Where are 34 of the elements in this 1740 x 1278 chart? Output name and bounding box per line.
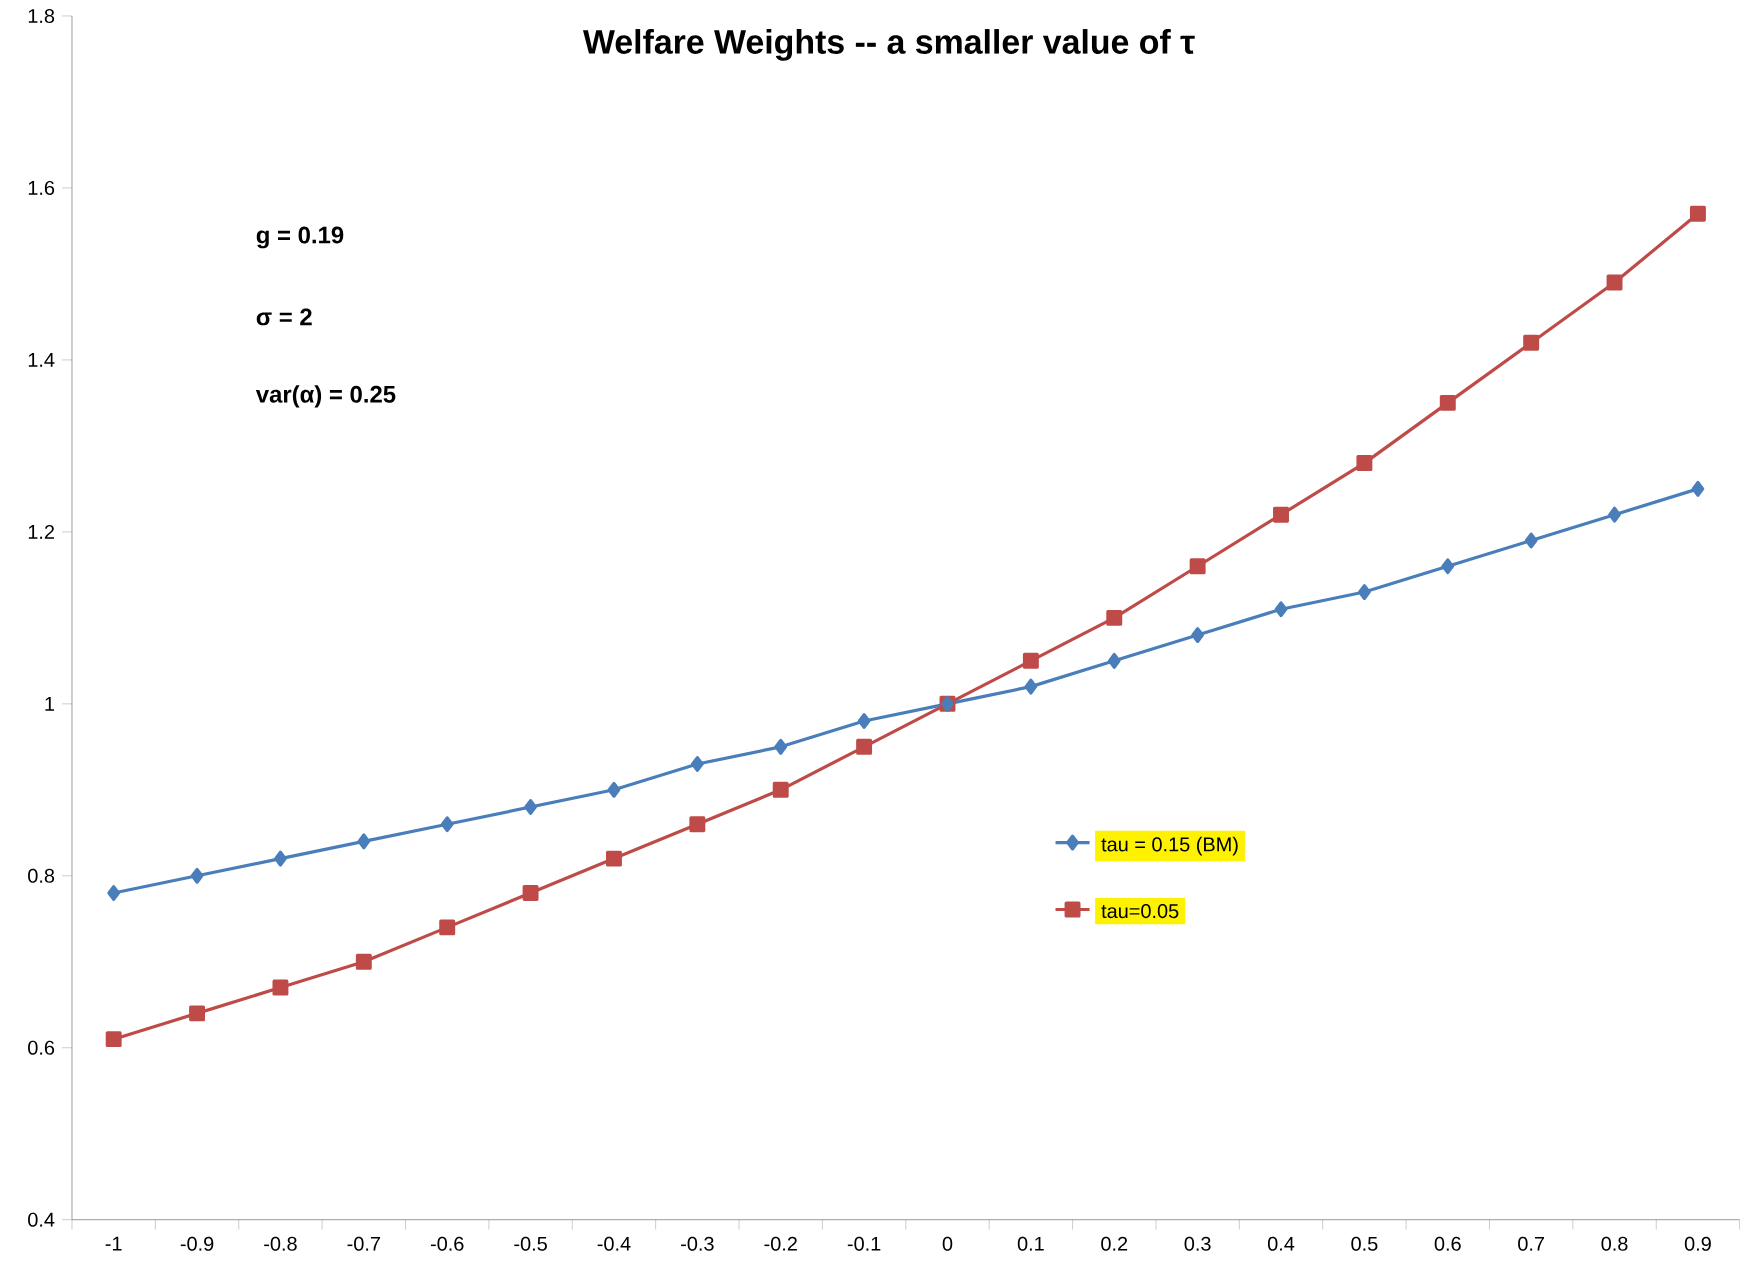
x-tick-label: 0.7 bbox=[1518, 1236, 1545, 1251]
y-tick-label: 0.4 bbox=[28, 1212, 55, 1227]
x-tick-label: 0.2 bbox=[1101, 1236, 1128, 1251]
x-tick-label: -0.7 bbox=[347, 1236, 380, 1251]
x-tick-label: 0.8 bbox=[1601, 1236, 1628, 1251]
x-tick-label: -0.9 bbox=[180, 1236, 214, 1251]
x-tick-label: 0.4 bbox=[1267, 1236, 1295, 1251]
x-tick-label: -0.2 bbox=[764, 1236, 797, 1251]
y-tick-label: 1.6 bbox=[28, 181, 55, 196]
x-tick-label: -0.3 bbox=[681, 1236, 714, 1251]
annotation: var(α) = 0.25 bbox=[255, 385, 396, 408]
y-tick-label: 0.8 bbox=[28, 868, 55, 883]
y-tick-label: 1.4 bbox=[28, 353, 55, 367]
x-tick-label: 0 bbox=[942, 1236, 953, 1251]
y-tick-label: 0.6 bbox=[28, 1040, 55, 1055]
annotation: g = 0.19 bbox=[256, 226, 344, 249]
x-tick-label: -0.6 bbox=[430, 1236, 464, 1251]
x-tick-label: 0.6 bbox=[1434, 1236, 1461, 1251]
legend-label: tau=0.05 bbox=[1101, 904, 1179, 919]
x-tick-label: 0.5 bbox=[1351, 1236, 1378, 1251]
chart-title: Welfare Weights -- a smaller value of τ bbox=[582, 29, 1195, 61]
legend-label: tau = 0.15 (BM) bbox=[1101, 836, 1238, 856]
x-tick-label: -0.5 bbox=[514, 1236, 547, 1251]
x-tick-label: -0.1 bbox=[847, 1236, 881, 1251]
y-tick-label: 1 bbox=[45, 697, 55, 711]
x-tick-label: 0.1 bbox=[1017, 1236, 1044, 1251]
y-tick-label: 1.2 bbox=[28, 525, 54, 539]
x-tick-label: -1 bbox=[105, 1236, 122, 1251]
x-tick-label: 0.9 bbox=[1684, 1236, 1711, 1251]
x-tick-label: -0.4 bbox=[597, 1236, 631, 1251]
x-tick-label: -0.8 bbox=[264, 1236, 297, 1251]
y-tick-label: 1.8 bbox=[28, 9, 55, 24]
x-tick-label: 0.3 bbox=[1184, 1236, 1211, 1251]
annotation: σ = 2 bbox=[256, 308, 312, 326]
